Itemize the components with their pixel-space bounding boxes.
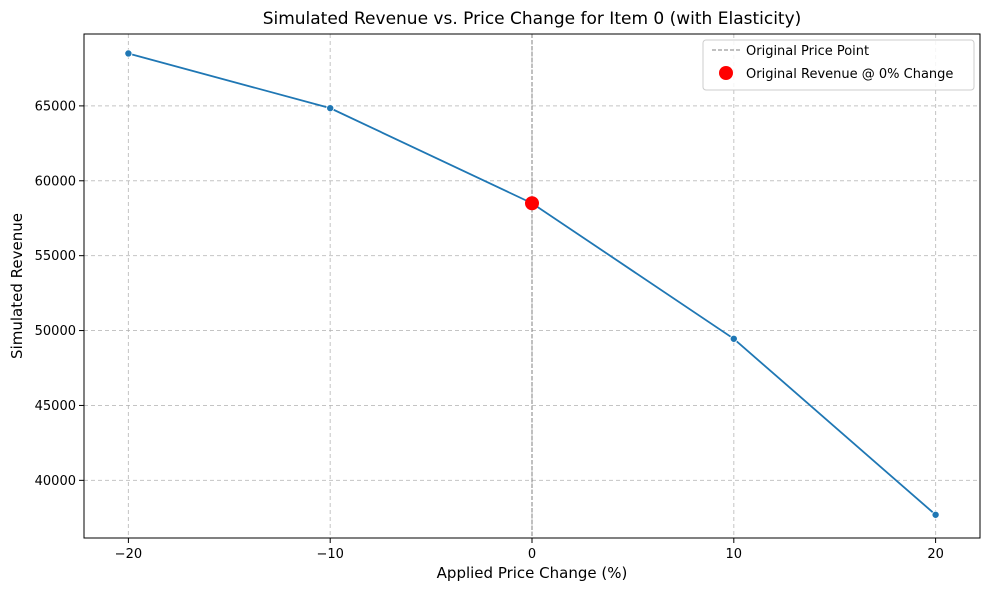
legend: Original Price Point Original Revenue @ … bbox=[702, 39, 975, 91]
series-point bbox=[931, 510, 940, 519]
x-tick-label: 10 bbox=[726, 547, 743, 562]
legend-highlight-swatch bbox=[719, 66, 733, 80]
legend-reference-line-label: Original Price Point bbox=[746, 44, 869, 59]
highlight-point bbox=[525, 196, 539, 211]
y-tick-label: 45000 bbox=[35, 399, 76, 414]
highlight-layer bbox=[525, 196, 539, 211]
series-point bbox=[124, 49, 133, 58]
series-point bbox=[729, 334, 738, 343]
legend-highlight-label: Original Revenue @ 0% Change bbox=[746, 67, 953, 82]
y-tick-label: 60000 bbox=[35, 174, 76, 189]
x-tick-label: 0 bbox=[528, 547, 536, 562]
chart-title: Simulated Revenue vs. Price Change for I… bbox=[263, 9, 802, 29]
legend-box bbox=[702, 39, 975, 91]
x-axis: −20 −10 0 10 20 bbox=[115, 538, 944, 562]
y-tick-label: 50000 bbox=[35, 324, 76, 339]
y-tick-label: 40000 bbox=[35, 474, 76, 489]
y-axis: 40000 45000 50000 55000 60000 65000 bbox=[35, 99, 84, 489]
x-tick-label: −10 bbox=[316, 547, 343, 562]
y-tick-label: 55000 bbox=[35, 249, 76, 264]
x-axis-label: Applied Price Change (%) bbox=[437, 564, 628, 582]
y-axis-label: Simulated Revenue bbox=[8, 213, 26, 359]
y-tick-label: 65000 bbox=[35, 99, 76, 114]
series-point bbox=[326, 104, 335, 113]
x-tick-label: 20 bbox=[927, 547, 944, 562]
x-tick-label: −20 bbox=[115, 547, 142, 562]
